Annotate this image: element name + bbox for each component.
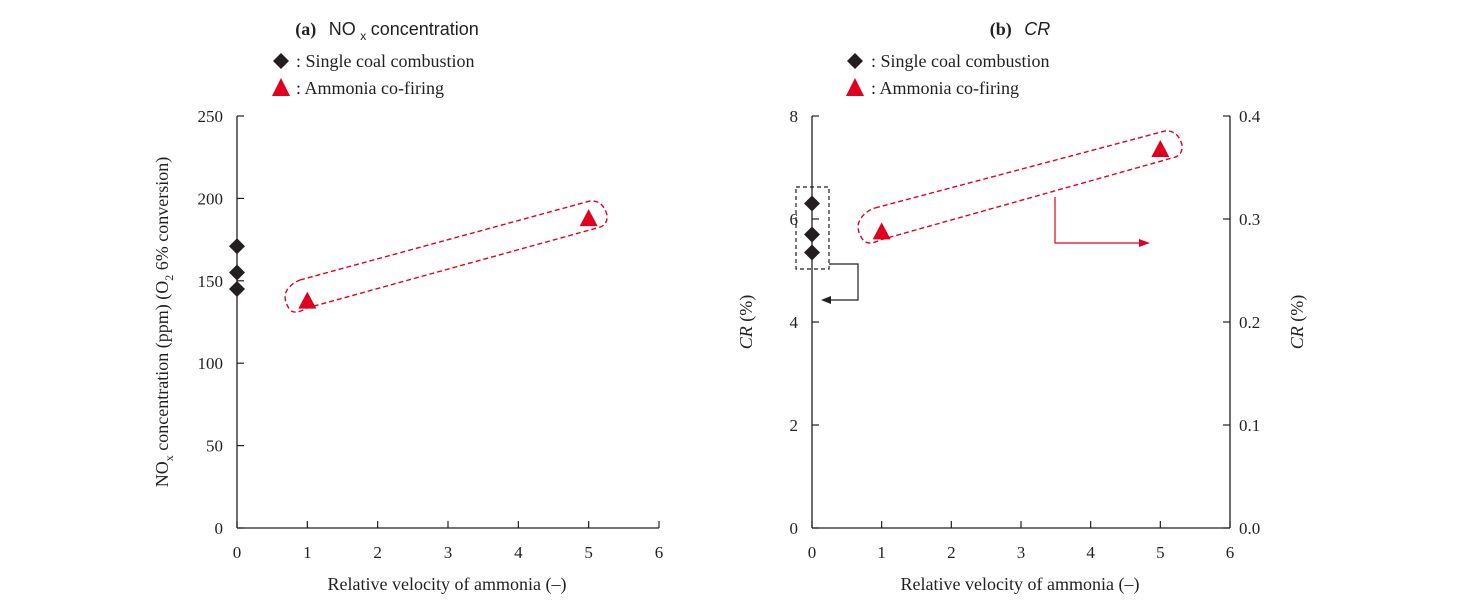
panel-b-coal-box xyxy=(795,186,830,270)
right-y-tick-label: 0.3 xyxy=(1239,210,1260,229)
left-y-tick-label: 2 xyxy=(790,416,799,435)
left-y-tick-label: 0 xyxy=(215,519,224,538)
legend-triangle-marker xyxy=(272,78,290,96)
x-tick-label: 6 xyxy=(1226,543,1235,562)
panel-a-axes: 0 1 2 3 4 5 6 0 50 100 150 200 250 xyxy=(198,107,664,562)
x-tick-label: 0 xyxy=(808,543,817,562)
ammonia-point xyxy=(872,222,891,240)
x-tick-label: 6 xyxy=(655,543,664,562)
left-y-tick-label: 250 xyxy=(198,107,224,126)
ylabel-left-rest: (%) xyxy=(736,295,757,326)
panel-b-ylabel-right: CR (%) xyxy=(1287,295,1308,350)
panel-a-xlabel: Relative velocity of ammonia (–) xyxy=(328,574,567,595)
ammonia-point xyxy=(579,209,598,227)
legend-single-coal-label: : Single coal combustion xyxy=(296,51,474,71)
single-coal-point xyxy=(804,226,820,243)
legend-ammonia-label: : Ammonia co-firing xyxy=(296,78,444,98)
ylabel-part: NO xyxy=(152,461,172,487)
x-tick-label: 5 xyxy=(584,543,593,562)
single-coal-point xyxy=(804,195,820,212)
legend-triangle-marker xyxy=(846,78,864,96)
panel-b-coal-arrow xyxy=(829,263,859,301)
x-tick-label: 2 xyxy=(373,543,382,562)
right-y-tick-label: 0.1 xyxy=(1239,416,1260,435)
panel-a-title-sub: x xyxy=(360,29,366,43)
left-y-tick-label: 50 xyxy=(206,437,223,456)
x-tick-label: 2 xyxy=(947,543,956,562)
panel-a-legend: : Single coal combustion : Ammonia co-fi… xyxy=(272,51,474,98)
right-y-tick-label: 0.2 xyxy=(1239,313,1260,332)
panel-b-xlabel: Relative velocity of ammonia (–) xyxy=(901,574,1140,595)
x-tick-label: 4 xyxy=(1086,543,1095,562)
x-tick-label: 0 xyxy=(233,543,242,562)
panel-a-title-main: NO xyxy=(329,19,356,39)
x-tick-label: 1 xyxy=(877,543,886,562)
legend-single-coal-label: : Single coal combustion xyxy=(871,51,1049,71)
ylabel-part: 6% conversion) xyxy=(152,157,173,275)
single-coal-point xyxy=(229,238,245,255)
left-y-tick-label: 6 xyxy=(790,210,799,229)
legend-diamond-marker xyxy=(847,53,863,69)
single-coal-point xyxy=(229,281,245,298)
ylabel-part: concentration (ppm) (O xyxy=(152,281,173,455)
ylabel-left-italic: CR xyxy=(736,326,756,349)
x-tick-label: 5 xyxy=(1156,543,1165,562)
left-y-tick-label: 200 xyxy=(198,189,224,208)
panel-a-label: (a) xyxy=(295,19,316,40)
left-y-tick-label: 100 xyxy=(198,354,224,373)
panel-b-legend: : Single coal combustion : Ammonia co-fi… xyxy=(846,51,1049,98)
panel-b-ammonia-arrowhead xyxy=(1139,239,1150,247)
legend-ammonia-label: : Ammonia co-firing xyxy=(871,78,1019,98)
panel-b-ammonia-arrow xyxy=(1054,197,1140,244)
panel-b-axes: 0 1 2 3 4 5 6 0 2 4 6 8 0.0 0.1 0.2 0.3 0.4 xyxy=(790,107,1261,562)
panel-b-ylabel-left: CR (%) xyxy=(736,295,757,350)
x-tick-label: 4 xyxy=(514,543,523,562)
panel-b: (b) CR : Single coal combustion : Ammoni… xyxy=(736,19,1308,595)
panel-a: (a) NO x concentration : Single coal com… xyxy=(152,19,663,595)
panel-b-label: (b) xyxy=(990,19,1012,40)
left-y-tick-label: 0 xyxy=(790,519,799,538)
panel-b-marks xyxy=(804,139,1170,261)
right-y-tick-label: 0.4 xyxy=(1239,107,1261,126)
panel-a-marks xyxy=(229,209,598,309)
ylabel-sub: 2 xyxy=(162,275,176,281)
panel-b-title-main: CR xyxy=(1024,19,1050,39)
ylabel-right-rest: (%) xyxy=(1287,295,1308,326)
left-y-tick-label: 4 xyxy=(790,313,799,332)
ammonia-point xyxy=(1151,139,1170,157)
panel-a-highlight-region xyxy=(284,200,608,313)
ammonia-point xyxy=(298,291,317,309)
left-y-tick-label: 8 xyxy=(790,107,799,126)
panel-b-highlight-region xyxy=(857,130,1183,244)
x-tick-label: 3 xyxy=(1017,543,1026,562)
panel-a-ylabel: NOx concentration (ppm) (O2 6% conversio… xyxy=(152,157,176,487)
panel-b-title: (b) CR xyxy=(990,19,1051,40)
panel-a-title-rest: concentration xyxy=(371,19,479,39)
ylabel-sub: x xyxy=(162,455,176,461)
x-tick-label: 1 xyxy=(303,543,312,562)
panel-a-title: (a) NO x concentration xyxy=(295,19,479,44)
right-y-tick-label: 0.0 xyxy=(1239,519,1260,538)
single-coal-point xyxy=(804,244,820,261)
single-coal-point xyxy=(229,264,245,281)
ylabel-right-italic: CR xyxy=(1287,326,1307,349)
left-y-tick-label: 150 xyxy=(198,272,224,291)
panel-b-coal-arrowhead xyxy=(821,296,831,304)
x-tick-label: 3 xyxy=(444,543,453,562)
legend-diamond-marker xyxy=(273,53,289,69)
